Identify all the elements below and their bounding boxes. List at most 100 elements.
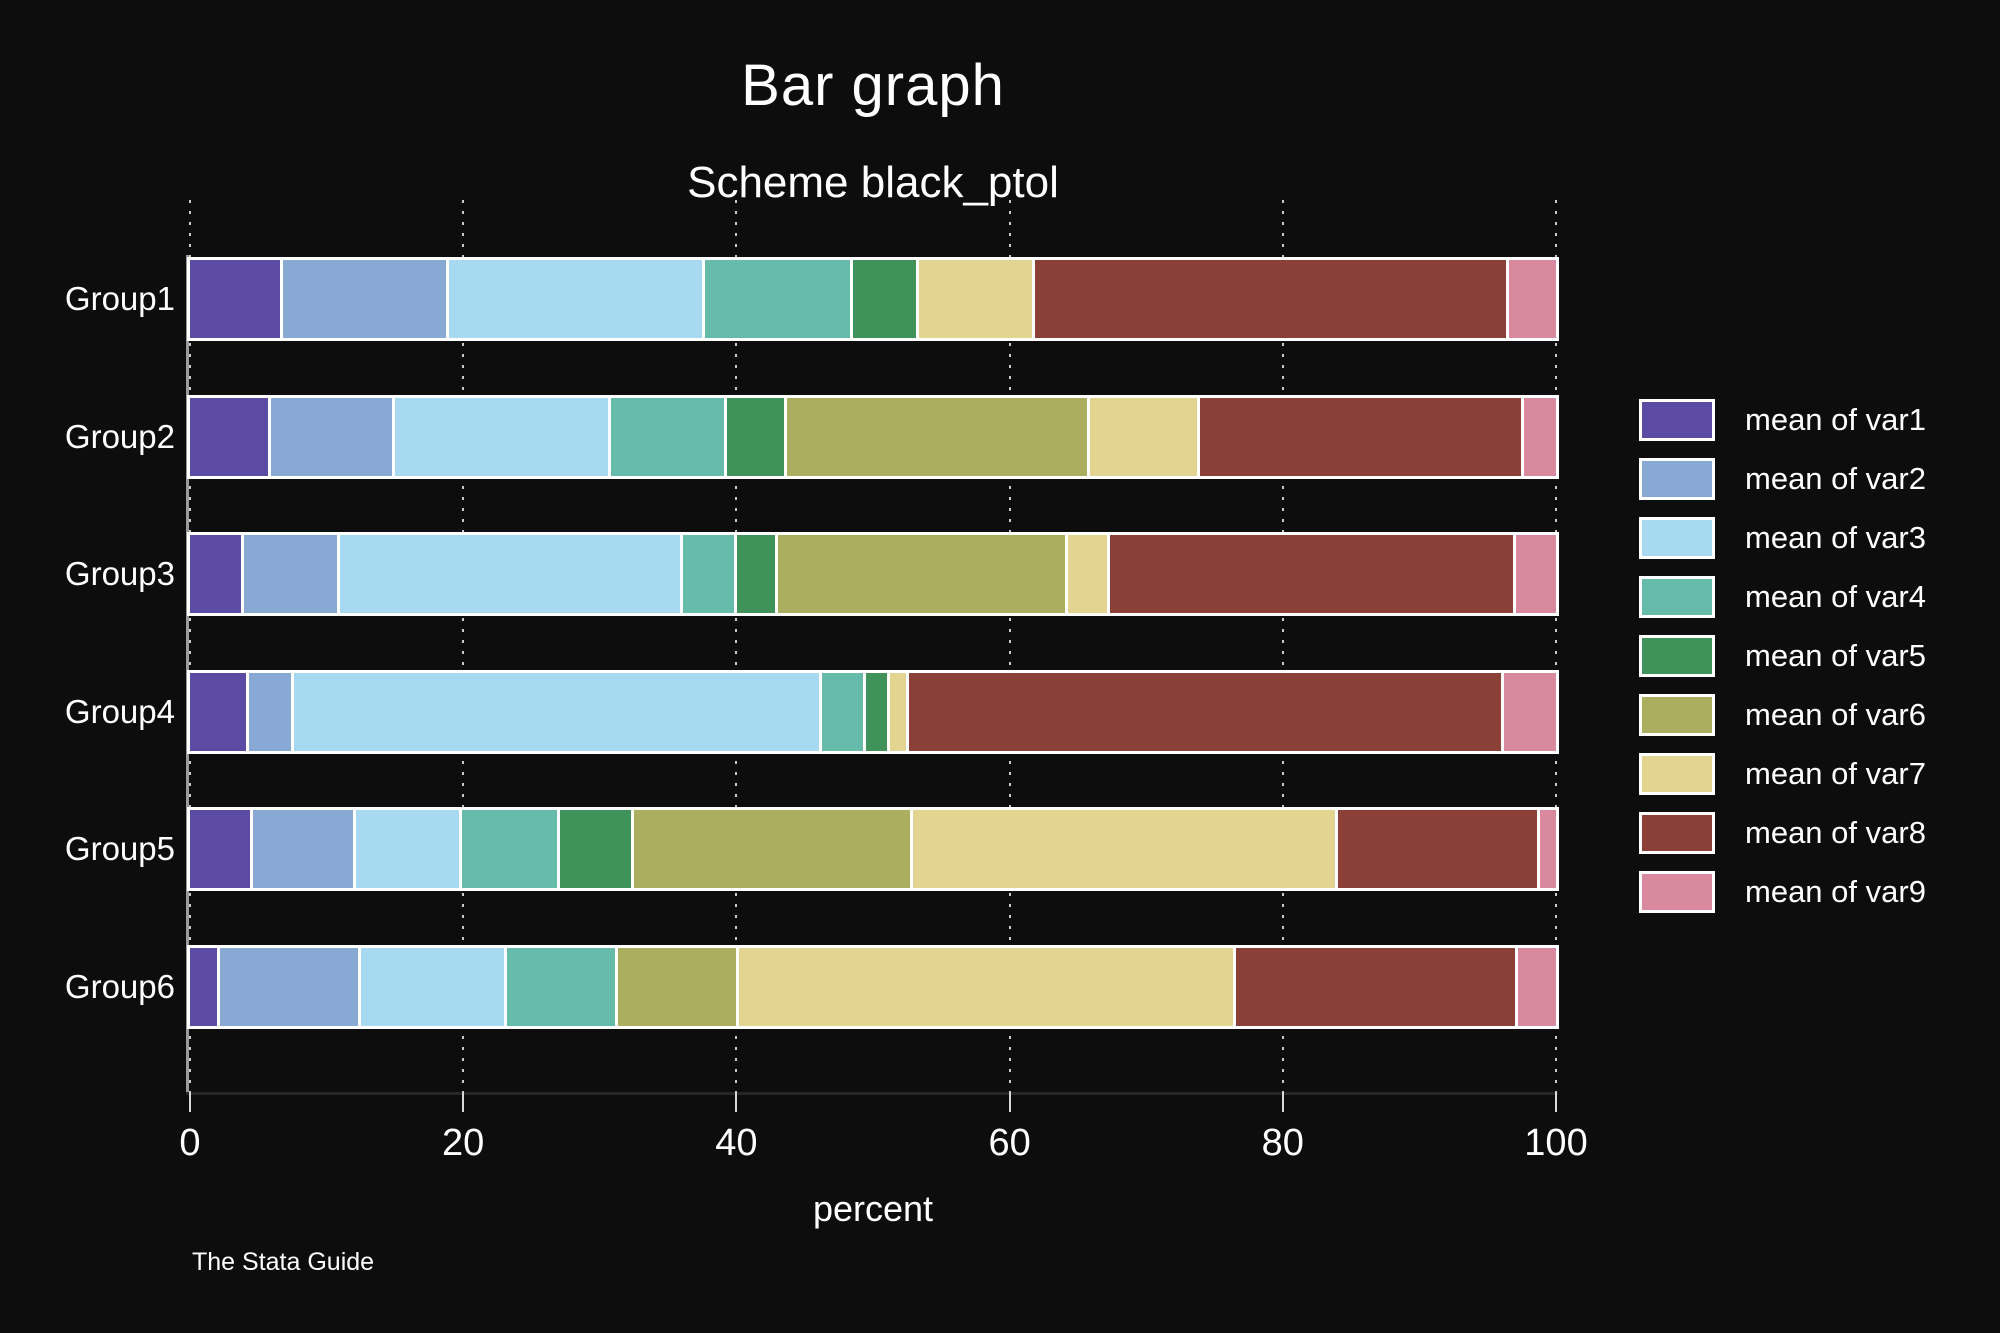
stacked-bar-group4 [187,669,1559,754]
legend-item: mean of var9 [1639,871,1926,913]
chart-title: Bar graph [741,53,1005,118]
bar-segment [355,810,460,889]
bar-segment [737,535,776,614]
bar-segment [1035,260,1506,338]
x-tick-label-100: 100 [1524,1122,1588,1164]
bar-segment [294,672,819,751]
legend-swatch [1639,517,1715,559]
x-tick-label-60: 60 [988,1122,1031,1164]
bar-segment [1110,535,1513,614]
category-label-group3: Group3 [64,555,175,593]
legend-label: mean of var7 [1745,756,1926,791]
bar-segment [634,810,910,889]
legend-item: mean of var7 [1639,753,1926,795]
legend-swatch [1639,812,1715,854]
bar-segment [190,810,251,889]
gridline-100 [1555,200,1557,1093]
legend-item: mean of var8 [1639,812,1926,854]
x-axis-line [186,1092,1558,1095]
bar-segment [190,672,247,751]
bar-segment [1068,535,1108,614]
bar-segment [1515,535,1557,614]
x-tick-100 [1555,1093,1557,1112]
bar-segment [1200,397,1521,476]
x-tick-label-40: 40 [715,1122,758,1164]
bar-segment [253,810,353,889]
legend-item: mean of var6 [1639,694,1926,736]
bar-segment [919,260,1033,338]
bar-segment [249,672,292,751]
bar-segment [190,948,217,1026]
bar-segment [889,672,906,751]
bar-segment [912,810,1336,889]
chart-subtitle: Scheme black_ptol [687,158,1059,207]
bar-segment [462,810,558,889]
bar-segment [339,535,681,614]
bar-segment [704,260,850,338]
bar-segment [908,672,1501,751]
legend-swatch [1639,458,1715,500]
bar-segment [394,397,608,476]
category-label-group2: Group2 [64,417,175,455]
legend-item: mean of var5 [1639,635,1926,677]
x-tick-40 [735,1093,738,1112]
legend-label: mean of var9 [1745,874,1926,909]
legend-label: mean of var1 [1745,402,1926,437]
bar-segment [787,397,1087,476]
bar-segment [1089,397,1198,476]
legend-swatch [1639,576,1715,618]
bar-segment [726,397,785,476]
legend-label: mean of var8 [1745,815,1926,850]
bar-segment [244,535,337,614]
legend-label: mean of var2 [1745,461,1926,496]
bar-segment [361,948,504,1026]
category-label-group6: Group6 [64,968,175,1005]
bar-segment [270,397,392,476]
caption: The Stata Guide [192,1248,375,1276]
legend-label: mean of var4 [1745,579,1926,614]
legend-swatch [1639,635,1715,677]
bar-segment [1539,810,1556,889]
stacked-bar-group2 [187,394,1559,479]
x-tick-20 [462,1093,465,1112]
plot-area: 0 20 40 60 80 100 Group1 Group2 Group3 Group4 Grou… [65,200,1588,1164]
bar-segment [852,260,917,338]
bar-segment [1235,948,1516,1026]
legend-swatch [1639,399,1715,441]
x-axis-title: percent [812,1188,934,1229]
legend-item: mean of var3 [1639,517,1926,559]
gridline-40 [735,200,738,1093]
x-tick-0 [189,1093,191,1112]
bar-segment [219,948,359,1026]
bar-segment [507,948,615,1026]
bar-segment [1503,672,1556,751]
gridline-20 [462,200,465,1093]
stacked-bar-group3 [187,532,1559,617]
x-tick-label-0: 0 [179,1122,201,1164]
stacked-bar-group1 [187,257,1559,341]
stacked-bar-group6 [187,945,1559,1029]
bar-segment [866,672,887,751]
bar-segment [611,397,724,476]
legend-swatch [1639,694,1715,736]
x-tick-label-20: 20 [442,1122,485,1164]
legend-label: mean of var6 [1745,697,1926,732]
bar-segment [821,672,864,751]
bar-segment [1523,397,1556,476]
bar-segment [190,260,281,338]
legend: mean of var1 mean of var2 mean of var3 mean… [1639,399,1926,930]
bar-segment [683,535,735,614]
bar-segment [617,948,736,1026]
gridline-60 [1008,200,1011,1093]
bar-segment [778,535,1066,614]
bar-segment [560,810,632,889]
bar-segment [448,260,702,338]
bar-segment [1338,810,1537,889]
stacked-bar-group5 [187,807,1559,892]
legend-swatch [1639,753,1715,795]
bar-segment [283,260,446,338]
legend-label: mean of var5 [1745,638,1926,673]
gridline-0 [189,200,191,1093]
x-tick-80 [1281,1093,1284,1112]
bar-segment [738,948,1233,1026]
